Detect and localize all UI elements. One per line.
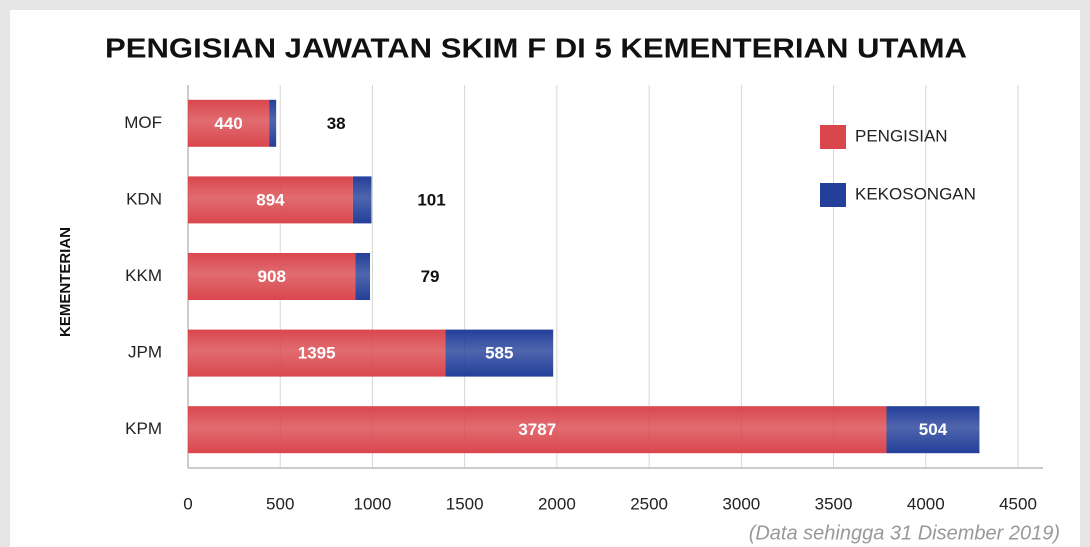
x-tick-label: 0 xyxy=(183,494,192,513)
data-label: 504 xyxy=(919,420,948,439)
x-tick-label: 1000 xyxy=(354,494,392,513)
y-tick-label: KDN xyxy=(126,189,162,208)
bar-segment xyxy=(445,329,554,377)
data-label: 908 xyxy=(258,267,286,286)
bar-segment xyxy=(355,253,371,300)
bar-segment xyxy=(188,253,356,300)
bar-segment xyxy=(188,406,887,454)
x-tick-label: 4000 xyxy=(907,494,945,513)
data-label: 101 xyxy=(417,190,445,209)
chart-title: PENGISIAN JAWATAN SKIM F DI 5 KEMENTERIA… xyxy=(105,32,967,63)
bar-segment xyxy=(188,99,270,147)
bar-segment xyxy=(188,329,446,377)
data-label: 38 xyxy=(327,114,346,133)
data-label: 79 xyxy=(421,267,440,286)
x-tick-label: 500 xyxy=(266,494,294,513)
y-tick-label: MOF xyxy=(124,113,162,132)
y-tick-label: KKM xyxy=(125,266,162,285)
y-tick-label: JPM xyxy=(128,343,162,362)
legend-label: PENGISIAN xyxy=(855,126,948,145)
y-tick-label: KPM xyxy=(125,419,162,438)
bar-segment xyxy=(269,99,277,147)
x-tick-label: 4500 xyxy=(999,494,1037,513)
note: (Data sehingga 31 Disember 2019) xyxy=(749,522,1060,544)
x-tick-label: 3000 xyxy=(722,494,760,513)
bar-segment xyxy=(352,176,372,224)
legend-swatch xyxy=(820,125,846,149)
legend-swatch xyxy=(820,183,846,207)
data-label: 440 xyxy=(214,114,242,133)
data-label: 1395 xyxy=(298,344,336,363)
data-label: 894 xyxy=(256,190,285,209)
data-label: 585 xyxy=(485,344,513,363)
x-tick-label: 2000 xyxy=(538,494,576,513)
x-tick-label: 3500 xyxy=(815,494,853,513)
bar-segment xyxy=(886,406,980,454)
y-axis-label: KEMENTERIAN xyxy=(57,227,74,337)
bar-segment xyxy=(188,176,353,224)
data-label: 3787 xyxy=(518,420,556,439)
panel xyxy=(10,10,1080,547)
legend-label: KEKOSONGAN xyxy=(855,184,976,203)
x-tick-label: 2500 xyxy=(630,494,668,513)
x-tick-label: 1500 xyxy=(446,494,484,513)
